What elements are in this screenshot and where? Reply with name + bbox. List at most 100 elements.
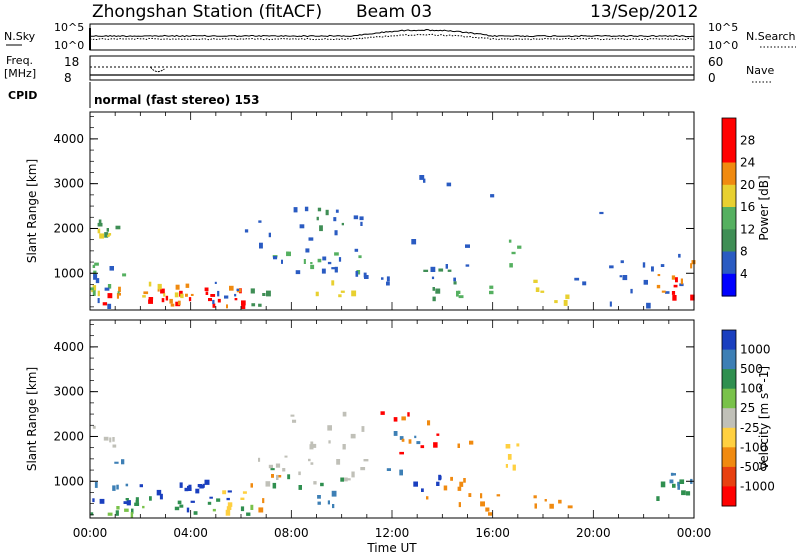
colorbar-tick-label: 4 — [740, 267, 748, 281]
cpid-label: CPID — [8, 89, 37, 102]
y-tick-label: 4000 — [53, 340, 84, 354]
heatmap-cell — [517, 245, 522, 249]
colorbar-tick-label: 100 — [740, 382, 763, 396]
heatmap-cell — [321, 268, 326, 274]
heatmap-cell — [199, 484, 204, 489]
heatmap-cell — [130, 512, 134, 518]
heatmap-cell — [685, 491, 691, 496]
colorbar-segment — [722, 369, 736, 390]
heatmap-cell — [116, 484, 119, 490]
heatmap-cell — [117, 292, 121, 296]
heatmap-cell — [393, 417, 398, 422]
nsearch-tick-bottom: 10^0 — [708, 39, 738, 52]
heatmap-cell — [411, 239, 417, 245]
heatmap-cell — [678, 253, 681, 258]
heatmap-cell — [262, 498, 265, 504]
heatmap-cell — [159, 493, 163, 500]
heatmap-cell — [298, 471, 301, 476]
heatmap-cell — [97, 290, 100, 297]
heatmap-cell — [214, 281, 217, 284]
heatmap-cell — [229, 285, 234, 291]
heatmap-cell — [93, 274, 98, 280]
heatmap-cell — [125, 483, 129, 487]
heatmap-cell — [209, 496, 213, 499]
heatmap-cell — [272, 482, 277, 489]
heatmap-cell — [92, 264, 96, 268]
heatmap-cell — [310, 462, 314, 465]
x-tick-label: 12:00 — [375, 526, 410, 540]
nsky-panel — [89, 23, 695, 51]
heatmap-cell — [276, 474, 279, 480]
heatmap-cell — [554, 300, 558, 304]
heatmap-cell — [115, 510, 119, 516]
heatmap-cell — [112, 437, 115, 442]
heatmap-cell — [485, 507, 490, 512]
heatmap-cell — [350, 433, 356, 439]
heatmap-cell — [165, 295, 169, 301]
heatmap-cell — [327, 500, 330, 505]
heatmap-cell — [190, 293, 194, 296]
colorbar-segment — [722, 207, 736, 230]
heatmap-cell — [317, 258, 322, 263]
heatmap-cell — [609, 301, 612, 307]
heatmap-cell — [534, 503, 537, 509]
heatmap-cell — [328, 440, 331, 444]
colorbar-segment — [722, 388, 736, 409]
heatmap-cell — [322, 256, 327, 261]
heatmap-cell — [266, 290, 271, 297]
heatmap-cell — [157, 288, 160, 292]
heatmap-cell — [112, 485, 116, 491]
heatmap-cell — [234, 298, 238, 301]
heatmap-cell — [673, 284, 678, 288]
freq-series — [90, 66, 694, 76]
heatmap-cell — [430, 266, 436, 272]
colorbar-tick-label: -1000 — [740, 479, 775, 493]
heatmap-cell — [457, 486, 462, 491]
heatmap-cell — [305, 248, 310, 253]
heatmap-cell — [432, 287, 435, 291]
heatmap-cell — [226, 506, 232, 510]
heatmap-cell — [125, 498, 129, 501]
heatmap-cell — [463, 478, 466, 483]
heatmap-cell — [457, 443, 460, 448]
heatmap-cell — [311, 443, 317, 448]
heatmap-cell — [313, 481, 317, 485]
heatmap-cell — [423, 178, 426, 183]
heatmap-cell — [342, 444, 346, 450]
heatmap-cell — [148, 281, 152, 287]
station-title: Zhongshan Station (fitACF) — [92, 2, 322, 22]
heatmap-cell — [508, 239, 512, 243]
heatmap-cell — [126, 500, 131, 506]
power-axes: 1000 2000 3000 4000 — [53, 112, 695, 310]
heatmap-cell — [240, 497, 245, 500]
heatmap-cell — [97, 222, 103, 227]
heatmap-cell — [426, 496, 429, 500]
heatmap-cell — [92, 498, 95, 503]
nsky-line — [90, 28, 695, 38]
heatmap-cell — [360, 467, 366, 471]
heatmap-cell — [90, 512, 94, 516]
nsky-label: N.Sky — [4, 30, 36, 43]
heatmap-cell — [175, 301, 181, 307]
colorbar-segment — [722, 273, 736, 297]
heatmap-cell — [419, 175, 425, 180]
heatmap-cell — [122, 273, 127, 277]
heatmap-cell — [169, 298, 173, 304]
heatmap-cell — [227, 502, 233, 507]
heatmap-cell — [187, 485, 191, 490]
heatmap-cell — [270, 468, 275, 471]
heatmap-cell — [121, 459, 125, 465]
x-axis-ticks: 00:00 04:00 08:00 12:00 16:00 20:00 00:00 — [73, 526, 712, 540]
heatmap-cell — [271, 474, 274, 478]
date-title: 13/Sep/2012 — [590, 2, 698, 22]
x-tick-label: 20:00 — [576, 526, 611, 540]
heatmap-cell — [351, 471, 355, 478]
heatmap-cell — [399, 451, 404, 455]
heatmap-cell — [656, 496, 660, 501]
heatmap-cell — [244, 229, 249, 233]
heatmap-cell — [642, 262, 646, 268]
heatmap-cell — [226, 497, 230, 501]
heatmap-cell — [465, 244, 470, 248]
heatmap-cell — [315, 291, 319, 297]
heatmap-cell — [109, 437, 112, 443]
